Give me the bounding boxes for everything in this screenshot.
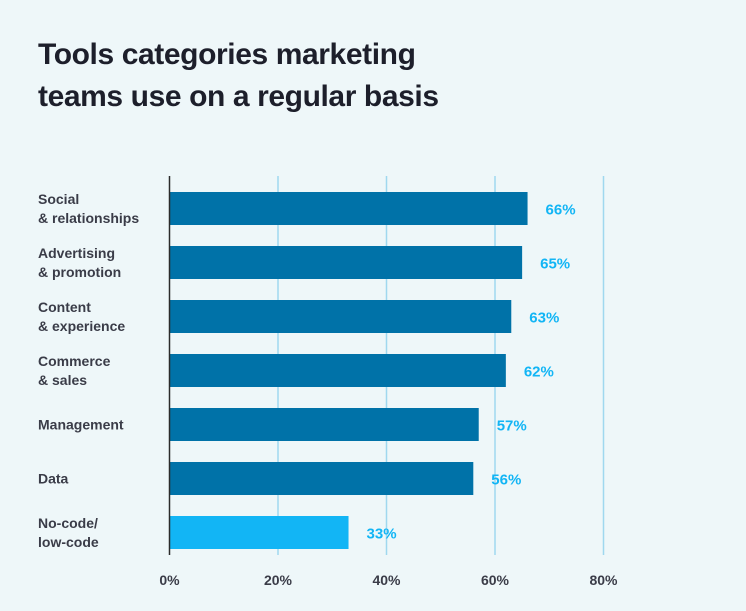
value-label: 57% (497, 418, 527, 435)
bar (169, 408, 479, 441)
value-label: 66% (546, 202, 576, 219)
category-label: Management (38, 417, 124, 433)
value-label: 65% (540, 256, 570, 273)
category-label: Social (38, 191, 79, 207)
bar (169, 516, 349, 549)
bar (169, 246, 523, 279)
category-label: No-code/ (38, 515, 98, 531)
category-label: Content (38, 299, 91, 315)
value-label: 62% (524, 364, 554, 381)
value-label: 56% (491, 472, 521, 489)
chart-title: Tools categories marketing teams use on … (38, 34, 439, 118)
x-tick-label: 40% (372, 572, 401, 588)
category-label: low-code (38, 534, 99, 550)
bar (169, 462, 474, 495)
category-label: Data (38, 471, 69, 487)
x-tick-label: 60% (481, 572, 510, 588)
chart-title-line-1: Tools categories marketing (38, 38, 416, 71)
x-tick-label: 20% (264, 572, 293, 588)
chart-title-line-2: teams use on a regular basis (38, 80, 439, 113)
category-label: & relationships (38, 210, 139, 226)
category-label: & experience (38, 318, 125, 334)
category-label: & sales (38, 372, 87, 388)
value-label: 33% (367, 526, 397, 543)
x-tick-label: 80% (589, 572, 618, 588)
category-label: Advertising (38, 245, 115, 261)
value-label: 63% (529, 310, 559, 327)
x-tick-label: 0% (159, 572, 180, 588)
category-label: Commerce (38, 353, 111, 369)
bar (169, 192, 528, 225)
category-label: & promotion (38, 264, 121, 280)
bar (169, 300, 512, 333)
bar (169, 354, 506, 387)
